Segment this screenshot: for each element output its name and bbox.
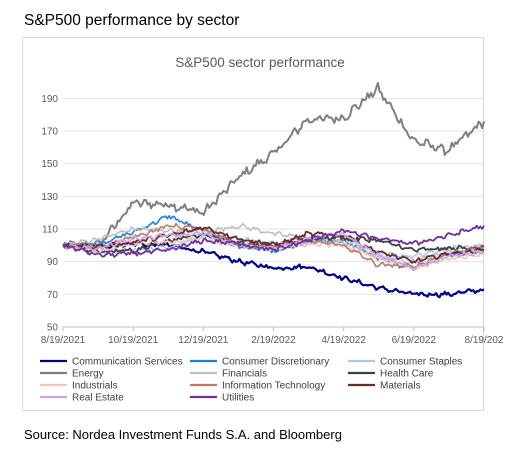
series-line-utilities <box>62 224 485 258</box>
x-tick-label: 6/19/2022 <box>392 335 437 346</box>
source-note: Source: Nordea Investment Funds S.A. and… <box>24 427 342 442</box>
y-tick-label: 70 <box>47 290 59 301</box>
legend-label: Real Estate <box>72 393 124 404</box>
x-tick-label: 8/19/2021 <box>41 335 86 346</box>
y-tick-label: 150 <box>41 159 58 170</box>
series-line-communication-services <box>62 241 485 299</box>
legend-label: Communication Services <box>72 357 183 368</box>
legend-label: Financials <box>222 369 267 380</box>
legend-label: Consumer Discretionary <box>222 357 329 368</box>
y-tick-label: 110 <box>42 225 58 236</box>
legend-label: Health Care <box>380 369 434 380</box>
legend-label: Industrials <box>72 381 118 392</box>
series-line-materials <box>62 226 485 264</box>
line-chart: S&P500 sector performance 50 70 90 110 130 15… <box>40 55 504 404</box>
y-tick-label: 190 <box>41 94 58 105</box>
legend-label: Consumer Staples <box>380 357 462 368</box>
y-tick-label: 50 <box>47 323 59 334</box>
series-line-energy <box>62 82 485 251</box>
chart-frame <box>22 37 484 411</box>
y-tick-label: 90 <box>47 257 59 268</box>
x-tick-label: 8/19/202 <box>465 335 504 346</box>
x-tick-label: 4/19/2022 <box>321 335 366 346</box>
legend-label: Materials <box>380 381 421 392</box>
y-tick-label: 130 <box>41 192 58 203</box>
page-title: S&P500 performance by sector <box>24 12 240 29</box>
x-tick-label: 12/19/2021 <box>178 335 228 346</box>
legend-label: Energy <box>72 369 104 380</box>
y-tick-label: 170 <box>41 127 58 138</box>
x-tick-label: 10/19/2021 <box>108 335 158 346</box>
x-tick-label: 2/19/2022 <box>251 335 296 346</box>
legend-label: Utilities <box>222 393 254 404</box>
legend-label: Information Technology <box>222 381 325 392</box>
chart-title: S&P500 sector performance <box>175 55 345 70</box>
series-line-financials <box>62 223 485 265</box>
series-line-consumer-discretionary <box>62 215 485 271</box>
